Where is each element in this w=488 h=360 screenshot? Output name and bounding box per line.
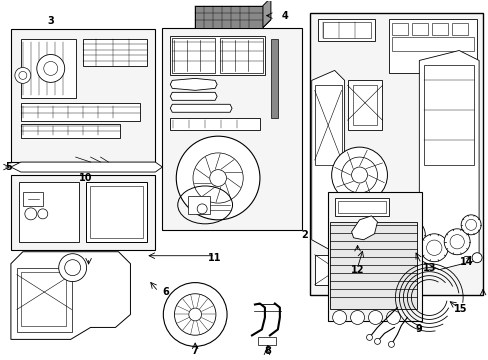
Ellipse shape [400,226,417,244]
Bar [392,23,407,35]
Ellipse shape [25,208,37,220]
Ellipse shape [15,67,31,84]
Bar [17,268,72,332]
Bar [388,19,476,73]
Bar [392,37,473,50]
Bar [195,6,263,28]
Ellipse shape [64,260,81,276]
Text: 8: 8 [264,346,271,356]
Bar [23,192,42,206]
Ellipse shape [341,157,377,193]
Bar [172,37,215,73]
Ellipse shape [37,54,64,82]
Text: 9: 9 [415,324,422,334]
Text: 11: 11 [208,253,222,263]
Bar [19,182,79,242]
Ellipse shape [44,62,58,75]
Bar [337,201,386,213]
Bar [188,196,210,214]
Bar [424,66,473,165]
Text: 12: 12 [350,265,364,275]
Bar [347,80,382,130]
Bar [431,23,447,35]
Polygon shape [170,92,217,100]
Ellipse shape [460,215,480,235]
Bar [411,23,427,35]
Bar [317,19,375,41]
Text: 7: 7 [191,346,198,356]
Text: 2: 2 [301,230,307,240]
Text: 6: 6 [162,287,168,297]
Ellipse shape [331,147,386,203]
Ellipse shape [176,136,260,220]
Bar [85,182,147,242]
Bar [314,255,359,285]
Bar [322,22,370,37]
Text: 5: 5 [5,162,12,172]
Ellipse shape [59,254,86,282]
Ellipse shape [426,240,441,255]
Bar [11,28,155,162]
Ellipse shape [368,310,382,324]
Ellipse shape [38,209,48,219]
Ellipse shape [465,219,476,230]
Polygon shape [419,50,478,270]
Bar [258,337,275,345]
Ellipse shape [351,167,367,183]
Ellipse shape [163,283,226,346]
Ellipse shape [174,294,216,335]
Bar [270,39,277,118]
Ellipse shape [443,229,469,255]
Bar [162,28,301,230]
Polygon shape [11,162,162,172]
Bar [451,23,467,35]
Bar [21,103,140,121]
Bar [170,36,264,75]
Ellipse shape [387,341,394,347]
Polygon shape [351,216,377,240]
Ellipse shape [449,235,463,249]
Bar [352,85,377,125]
Ellipse shape [188,308,201,321]
Ellipse shape [366,334,372,340]
Bar [334,198,388,216]
Text: 3: 3 [47,15,54,26]
Text: 10: 10 [79,173,92,183]
Bar [327,192,422,321]
Bar [170,118,260,130]
Polygon shape [311,71,344,250]
Polygon shape [170,78,217,90]
Bar [89,186,143,238]
Text: 15: 15 [453,305,467,315]
Text: 14: 14 [459,257,473,267]
Ellipse shape [209,170,226,186]
Bar [314,85,341,165]
Ellipse shape [193,153,243,203]
Polygon shape [11,252,130,339]
Ellipse shape [374,338,380,345]
Bar [21,39,76,98]
Ellipse shape [19,71,27,80]
Text: 4: 4 [281,11,287,21]
Bar [329,222,416,310]
Bar [11,175,155,250]
Polygon shape [263,0,270,28]
Ellipse shape [386,310,400,324]
Polygon shape [170,104,232,112]
Ellipse shape [471,253,481,263]
Bar [309,13,482,294]
Ellipse shape [393,219,425,251]
Ellipse shape [420,234,447,262]
Polygon shape [195,20,270,28]
Bar [220,37,263,73]
Ellipse shape [197,204,207,214]
Text: 13: 13 [422,263,435,273]
Bar [21,272,65,327]
Bar [82,39,147,67]
Bar [21,124,120,138]
Ellipse shape [350,310,364,324]
Ellipse shape [332,310,346,324]
